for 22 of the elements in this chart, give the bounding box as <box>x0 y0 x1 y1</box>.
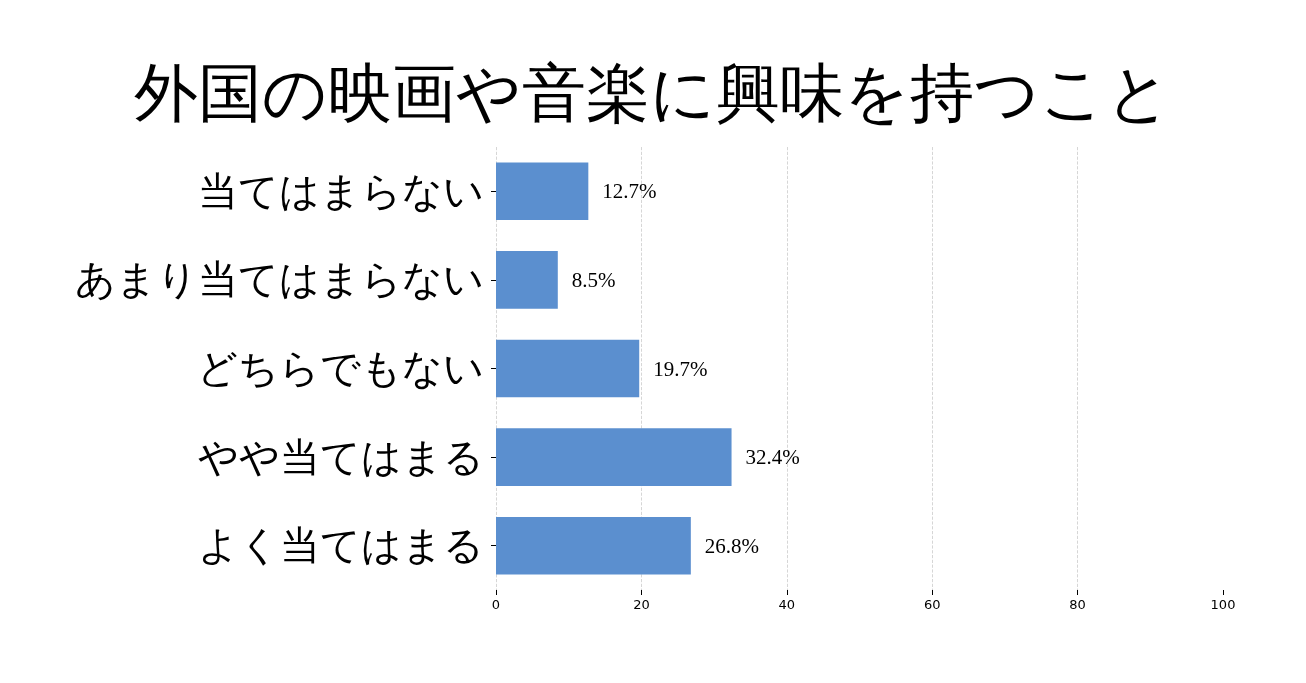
y-tick-label: よく当てはまる <box>198 523 484 569</box>
data-label: 8.5% <box>571 267 616 292</box>
x-tick-label: 100 <box>1210 597 1236 612</box>
y-tick-label: どちらでもない <box>197 346 484 391</box>
data-label: 26.8% <box>704 533 760 558</box>
bar <box>496 251 558 309</box>
y-tick-label: やや当てはまる <box>198 434 484 480</box>
x-tick-label: 60 <box>923 597 941 612</box>
y-tick-label: 当てはまらない <box>198 168 484 214</box>
bar <box>496 428 732 486</box>
bar <box>496 162 589 221</box>
chart-title: 外国の映画や音楽に興味を持つこと <box>134 57 1172 129</box>
x-tick-label: 20 <box>633 597 650 612</box>
x-tick-label: 40 <box>778 597 796 612</box>
x-tick-label: 0 <box>491 597 501 612</box>
bar <box>496 516 691 575</box>
data-label: 12.7% <box>602 179 657 204</box>
data-label: 32.4% <box>745 445 800 470</box>
y-tick-label: あまり当てはまらない <box>75 257 484 303</box>
data-label: 19.7% <box>653 356 708 381</box>
x-tick-label: 80 <box>1069 597 1086 612</box>
bar <box>496 339 640 398</box>
